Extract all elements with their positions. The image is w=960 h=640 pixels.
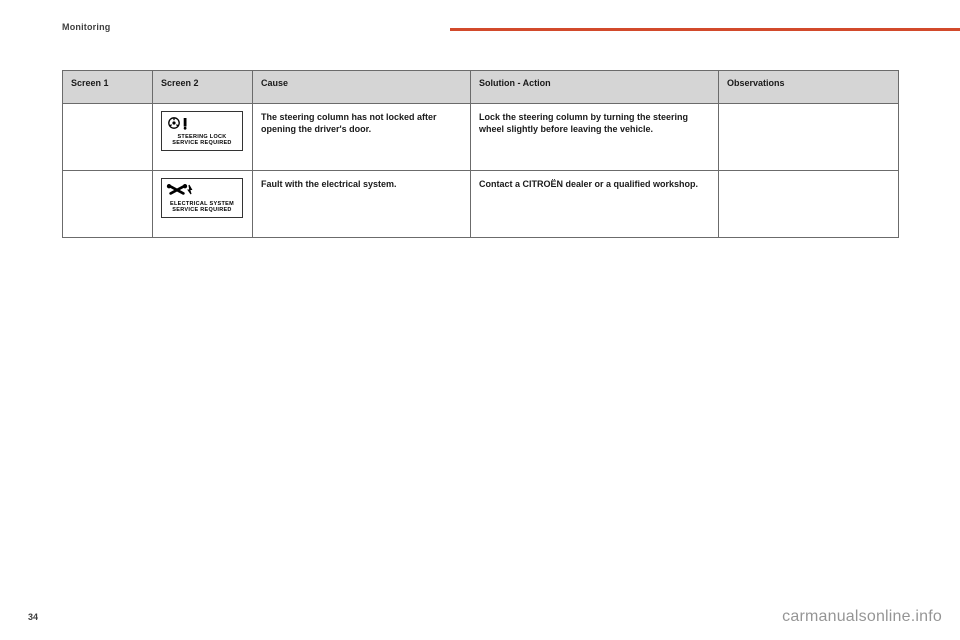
cell-screen1 [63, 104, 153, 171]
cell-action: Contact a CITROËN dealer or a qualified … [471, 171, 719, 238]
cell-cause: The steering column has not locked after… [253, 104, 471, 171]
cell-observations [719, 104, 899, 171]
screen-label: ELECTRICAL SYSTEM SERVICE REQUIRED [164, 201, 240, 214]
table-row: STEERING LOCK SERVICE REQUIRED The steer… [63, 104, 899, 171]
screen-indicator: ELECTRICAL SYSTEM SERVICE REQUIRED [161, 178, 243, 218]
manual-page: Monitoring Screen 1 Screen 2 Cause Solut… [0, 0, 960, 640]
col-header-cause: Cause [253, 71, 471, 104]
cell-observations [719, 171, 899, 238]
col-header-screen1: Screen 1 [63, 71, 153, 104]
watermark: carmanualsonline.info [782, 608, 942, 626]
cell-cause: Fault with the electrical system. [253, 171, 471, 238]
table-header-row: Screen 1 Screen 2 Cause Solution - Actio… [63, 71, 899, 104]
cell-screen2: ELECTRICAL SYSTEM SERVICE REQUIRED [153, 171, 253, 238]
page-number: 34 [28, 612, 38, 622]
accent-rule [450, 28, 960, 31]
cell-screen1 [63, 171, 153, 238]
cell-screen2: STEERING LOCK SERVICE REQUIRED [153, 104, 253, 171]
screen-label: STEERING LOCK SERVICE REQUIRED [164, 134, 240, 147]
col-header-screen2: Screen 2 [153, 71, 253, 104]
screen-indicator: STEERING LOCK SERVICE REQUIRED [161, 111, 243, 151]
diagnostics-table: Screen 1 Screen 2 Cause Solution - Actio… [62, 70, 899, 238]
col-header-observations: Observations [719, 71, 899, 104]
diagnostics-table-wrap: Screen 1 Screen 2 Cause Solution - Actio… [62, 70, 898, 238]
cell-action: Lock the steering column by turning the … [471, 104, 719, 171]
col-header-action: Solution - Action [471, 71, 719, 104]
table-row: ELECTRICAL SYSTEM SERVICE REQUIRED Fault… [63, 171, 899, 238]
steering-lock-icon [164, 116, 240, 132]
electrical-system-icon [164, 183, 240, 199]
section-title: Monitoring [62, 22, 111, 32]
